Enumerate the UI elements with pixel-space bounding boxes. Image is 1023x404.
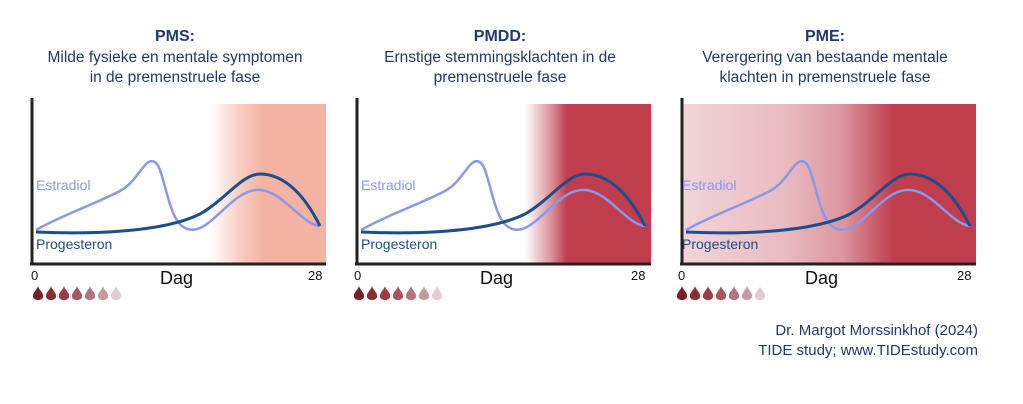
blood-drops-icon [32,286,122,300]
x-tick-start: 0 [354,268,362,283]
x-axis-label: Dag [805,268,839,288]
progesteron-curve [685,172,972,235]
blood-drop-icon [405,286,417,300]
blood-drop-icon [353,286,365,300]
panel-title: PMDD: [473,28,527,45]
panel-subtitle: Verergering van bestaande mentale klacht… [670,48,980,88]
progesteron-curve [35,172,322,235]
blood-drops-icon [353,286,443,300]
hormone-chart [30,98,326,266]
x-tick-start: 0 [31,268,39,283]
blood-drop-icon [392,286,404,300]
blood-drop-icon [58,286,70,300]
blood-drop-icon [702,286,714,300]
x-tick-end: 28 [957,268,972,283]
panel-subtitle: Milde fysieke en mentale symptomen in de… [20,48,330,88]
progesteron-label: Progesteron [361,236,438,252]
blood-drop-icon [676,286,688,300]
x-axis-label: Dag [480,268,514,288]
panel-subtitle-line1: Ernstige stemmingsklachten in de [384,49,616,66]
blood-drop-icon [97,286,109,300]
blood-drops-icon [676,286,766,300]
panel-title: PMS: [155,28,195,45]
estradiol-label: Estradiol [36,177,91,193]
estradiol-label: Estradiol [361,177,416,193]
progesteron-label: Progesteron [682,236,759,252]
estradiol-curve [35,159,321,232]
panel-subtitle-line2: in de premenstruele fase [89,69,261,86]
x-tick-end: 28 [631,268,646,283]
blood-drop-icon [715,286,727,300]
blood-drop-icon [45,286,57,300]
panel-title: PME: [805,28,845,45]
blood-drop-icon [754,286,766,300]
panel-pme: PME: Verergering van bestaande mentale k… [670,0,980,310]
estradiol-label: Estradiol [682,177,737,193]
panel-subtitle-line1: Verergering van bestaande mentale [702,49,948,66]
panel-pms: PMS: Milde fysieke en mentale symptomen … [20,0,330,310]
blood-drop-icon [689,286,701,300]
blood-drop-icon [431,286,443,300]
panel-subtitle-line2: klachten in premenstruele fase [719,69,931,86]
blood-drop-icon [71,286,83,300]
x-tick-end: 28 [308,268,323,283]
credit-study: TIDE study; www.TIDEstudy.com [758,342,978,359]
blood-drop-icon [379,286,391,300]
estradiol-curve [685,159,971,232]
panel-subtitle-line2: premenstruele fase [433,69,567,86]
hormone-chart [355,98,651,266]
blood-drop-icon [32,286,44,300]
blood-drop-icon [418,286,430,300]
estradiol-curve [360,159,646,232]
blood-drop-icon [728,286,740,300]
symptom-shading [210,104,326,264]
blood-drop-icon [110,286,122,300]
symptom-shading [525,104,651,264]
blood-drop-icon [366,286,378,300]
progesteron-curve [360,172,647,235]
credit-author: Dr. Margot Morssinkhof (2024) [775,322,978,339]
blood-drop-icon [741,286,753,300]
hormone-chart [680,98,976,266]
panel-pmdd: PMDD: Ernstige stemmingsklachten in de p… [345,0,655,310]
progesteron-label: Progesteron [36,236,113,252]
panel-subtitle-line1: Milde fysieke en mentale symptomen [47,49,303,66]
panel-subtitle: Ernstige stemmingsklachten in de premens… [345,48,655,88]
x-tick-start: 0 [678,268,686,283]
blood-drop-icon [84,286,96,300]
symptom-shading [682,104,976,264]
x-axis-label: Dag [160,268,194,288]
